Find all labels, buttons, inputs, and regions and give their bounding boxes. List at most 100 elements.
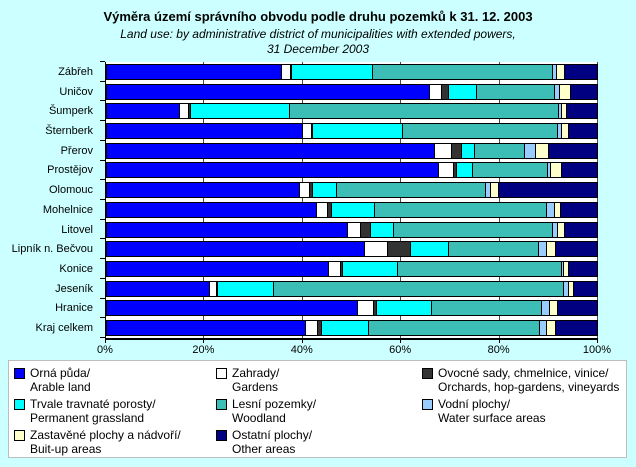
bar-segment-orchards	[326, 202, 332, 217]
bar-row	[106, 318, 598, 338]
bar-segment-other	[548, 143, 597, 158]
bar-segment-arable	[107, 64, 281, 79]
bar-segment-gardens	[208, 281, 216, 296]
bar-rows	[106, 62, 598, 338]
legend-item-other: Ostatní plochy/Other areas	[216, 428, 421, 456]
bar-track	[106, 162, 598, 179]
y-tick	[100, 258, 105, 260]
legend-item-orchards: Ovocné sady, chmelnice, vinice/Orchards,…	[422, 366, 624, 394]
bar-track	[106, 320, 598, 337]
bar-segment-water	[524, 143, 536, 158]
category-label: Přerov	[60, 144, 93, 157]
bar-segment-grassland	[216, 281, 274, 296]
x-tick-label: 80%	[487, 344, 510, 356]
y-tick	[100, 61, 105, 62]
y-axis-category-labels: Zábřeh Uničov Šumperk Šternberk Přerov Prostě…	[0, 62, 99, 338]
category-label: Uničov	[59, 85, 93, 98]
legend-label-cs: Ostatní plochy/	[232, 428, 313, 442]
legend-label-en: Arable land	[30, 380, 91, 394]
bar-segment-woodland	[273, 281, 564, 296]
bar-segment-grassland	[341, 262, 398, 277]
y-tick	[100, 337, 105, 338]
bar-segment-gardens	[347, 222, 361, 237]
bar-segment-grassland	[409, 242, 448, 257]
legend-swatch-gardens	[216, 368, 227, 379]
legend-label-cs: Vodní plochy/	[438, 397, 511, 411]
bar-segment-orchards	[451, 143, 461, 158]
bar-segment-woodland	[374, 202, 546, 217]
bar-track	[106, 103, 598, 120]
x-tick	[301, 338, 303, 343]
bar-segment-grassland	[321, 321, 369, 336]
category-label: Hranice	[55, 302, 93, 315]
bar-segment-other	[568, 262, 597, 277]
category-label: Šumperk	[48, 105, 93, 118]
legend: Orná půda/Arable land Trvale travnaté por…	[8, 360, 627, 458]
bar-segment-grassland	[460, 143, 474, 158]
legend-label-en: Other areas	[232, 442, 296, 456]
bar-segment-orchards	[215, 281, 217, 296]
y-tick	[100, 139, 105, 141]
bar-segment-woodland	[335, 183, 485, 198]
y-tick	[100, 218, 105, 220]
legend-label-cs: Zastavěné plochy a nádvoří/	[30, 428, 181, 442]
bar-segment-orchards	[187, 104, 191, 119]
x-tick	[105, 338, 106, 343]
legend-label-en: Orchards, hop-gardens, vineyards	[438, 380, 620, 394]
bar-row	[106, 200, 598, 220]
bar-segment-gardens	[328, 262, 341, 277]
bar-segment-grassland	[190, 104, 289, 119]
bar-segment-other	[554, 242, 597, 257]
gridline-20	[203, 62, 205, 338]
x-axis: 0% 20% 40% 60% 80% 100%	[97, 338, 611, 358]
bar-segment-gardens	[437, 163, 453, 178]
bar-segment-other	[569, 84, 597, 99]
bar-segment-builtup	[535, 143, 549, 158]
bar-segment-water	[546, 202, 554, 217]
category-label: Jeseník	[55, 282, 93, 295]
bar-row	[106, 239, 598, 259]
bar-segment-arable	[107, 143, 435, 158]
legend-label-cs: Trvale travnaté porosty/	[30, 397, 156, 411]
legend-swatch-orchards	[422, 368, 433, 379]
bar-segment-arable	[107, 242, 365, 257]
x-tick	[203, 338, 205, 343]
y-tick	[100, 159, 105, 161]
bar-segment-water	[552, 222, 558, 237]
category-label: Prostějov	[47, 164, 93, 177]
bar-segment-other	[498, 183, 597, 198]
bar-segment-builtup	[556, 64, 565, 79]
bar-segment-woodland	[402, 124, 558, 139]
bar-segment-woodland	[472, 163, 547, 178]
bar-track	[106, 123, 598, 140]
y-tick	[100, 297, 105, 299]
legend-label-arable: Orná půda/Arable land	[30, 366, 91, 394]
bar-segment-woodland	[473, 143, 525, 158]
legend-item-gardens: Zahrady/Gardens	[216, 366, 421, 394]
legend-label-orchards: Ovocné sady, chmelnice, vinice/Orchards,…	[438, 366, 619, 394]
bar-segment-arable	[107, 124, 302, 139]
legend-column: Zahrady/Gardens Lesní pozemky/Woodland Ost…	[216, 366, 421, 459]
bar-track	[106, 280, 598, 297]
bar-segment-grassland	[456, 163, 473, 178]
bar-segment-arable	[107, 281, 209, 296]
bar-segment-water	[541, 301, 549, 316]
gridline-60	[400, 62, 402, 338]
bar-segment-builtup	[559, 84, 570, 99]
legend-label-en: Gardens	[232, 380, 279, 394]
bar-segment-other	[561, 163, 597, 178]
bar-segment-other	[564, 64, 597, 79]
bar-segment-other	[566, 104, 597, 119]
bar-segment-grassland	[311, 183, 336, 198]
x-tick-label: 100%	[582, 344, 612, 356]
x-tick-label: 20%	[192, 344, 215, 356]
bar-row	[106, 62, 598, 82]
bar-segment-arable	[107, 163, 438, 178]
bar-row	[106, 141, 598, 161]
legend-item-woodland: Lesní pozemky/Woodland	[216, 397, 421, 425]
legend-label-water: Vodní plochy/Water surface areas	[438, 397, 546, 425]
bar-segment-gardens	[301, 124, 311, 139]
bar-segment-water	[538, 242, 546, 257]
y-tick	[100, 179, 105, 181]
bar-segment-water	[484, 183, 490, 198]
